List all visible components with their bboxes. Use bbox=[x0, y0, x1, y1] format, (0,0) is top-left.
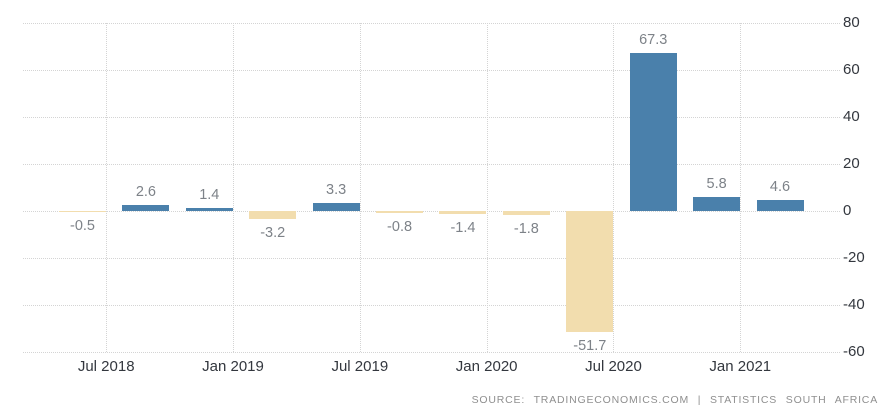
bar-value-label: -0.8 bbox=[387, 218, 413, 235]
bar-value-label: -1.8 bbox=[513, 221, 539, 238]
y-axis-tick-label: 80 bbox=[843, 14, 860, 31]
y-axis-tick-label: 60 bbox=[843, 61, 860, 78]
y-axis-tick-label: 20 bbox=[843, 155, 860, 172]
bar[interactable] bbox=[376, 211, 424, 213]
bar[interactable] bbox=[185, 207, 233, 211]
v-gridline bbox=[359, 23, 361, 352]
v-gridline bbox=[740, 23, 742, 352]
x-axis-tick-label: Jul 2019 bbox=[331, 358, 389, 375]
x-axis-tick-label: Jan 2021 bbox=[709, 358, 772, 375]
bar-value-label: 2.6 bbox=[135, 183, 156, 200]
bar-value-label: 5.8 bbox=[706, 176, 727, 193]
bar-value-label: 67.3 bbox=[639, 31, 668, 48]
y-axis-tick-label: 0 bbox=[843, 202, 852, 219]
h-gridline bbox=[23, 305, 840, 306]
bar-value-label: -3.2 bbox=[260, 224, 286, 241]
h-gridline bbox=[23, 23, 840, 24]
bar[interactable] bbox=[249, 211, 297, 219]
y-axis-tick-label: -60 bbox=[843, 343, 865, 360]
bar-value-label: -51.7 bbox=[573, 338, 607, 355]
bar[interactable] bbox=[439, 211, 487, 215]
bar[interactable] bbox=[312, 203, 360, 211]
h-gridline bbox=[23, 164, 840, 165]
bar[interactable] bbox=[566, 211, 614, 333]
bar[interactable] bbox=[59, 211, 106, 213]
bar[interactable] bbox=[629, 52, 677, 211]
v-gridline bbox=[486, 23, 488, 352]
y-axis-tick-label: 40 bbox=[843, 108, 860, 125]
x-axis-tick-label: Jul 2018 bbox=[77, 358, 135, 375]
x-axis-tick-label: Jul 2020 bbox=[585, 358, 642, 375]
bar-value-label: 3.3 bbox=[326, 182, 347, 199]
bar[interactable] bbox=[502, 211, 550, 216]
bar-value-label: 4.6 bbox=[769, 179, 791, 196]
x-axis-tick-label: Jan 2020 bbox=[455, 358, 518, 375]
v-gridline bbox=[613, 23, 615, 352]
h-gridline bbox=[23, 117, 840, 118]
v-gridline bbox=[106, 23, 108, 352]
x-axis-tick-label: Jan 2019 bbox=[202, 358, 264, 375]
h-gridline bbox=[23, 352, 840, 353]
bar-value-label: -1.4 bbox=[450, 220, 476, 237]
h-gridline bbox=[23, 211, 840, 212]
bar-value-label: 1.4 bbox=[199, 186, 220, 203]
bar[interactable] bbox=[122, 204, 170, 211]
source-attribution: SOURCE: TRADINGECONOMICS.COM | STATISTIC… bbox=[471, 394, 878, 406]
y-axis-tick-label: -20 bbox=[843, 249, 865, 266]
bar[interactable] bbox=[693, 197, 741, 211]
y-axis-tick-label: -40 bbox=[843, 296, 865, 313]
bar-value-label: -0.5 bbox=[70, 218, 95, 235]
h-gridline bbox=[23, 70, 840, 71]
bar[interactable] bbox=[756, 200, 804, 211]
h-gridline bbox=[23, 258, 840, 259]
v-gridline bbox=[233, 23, 235, 352]
